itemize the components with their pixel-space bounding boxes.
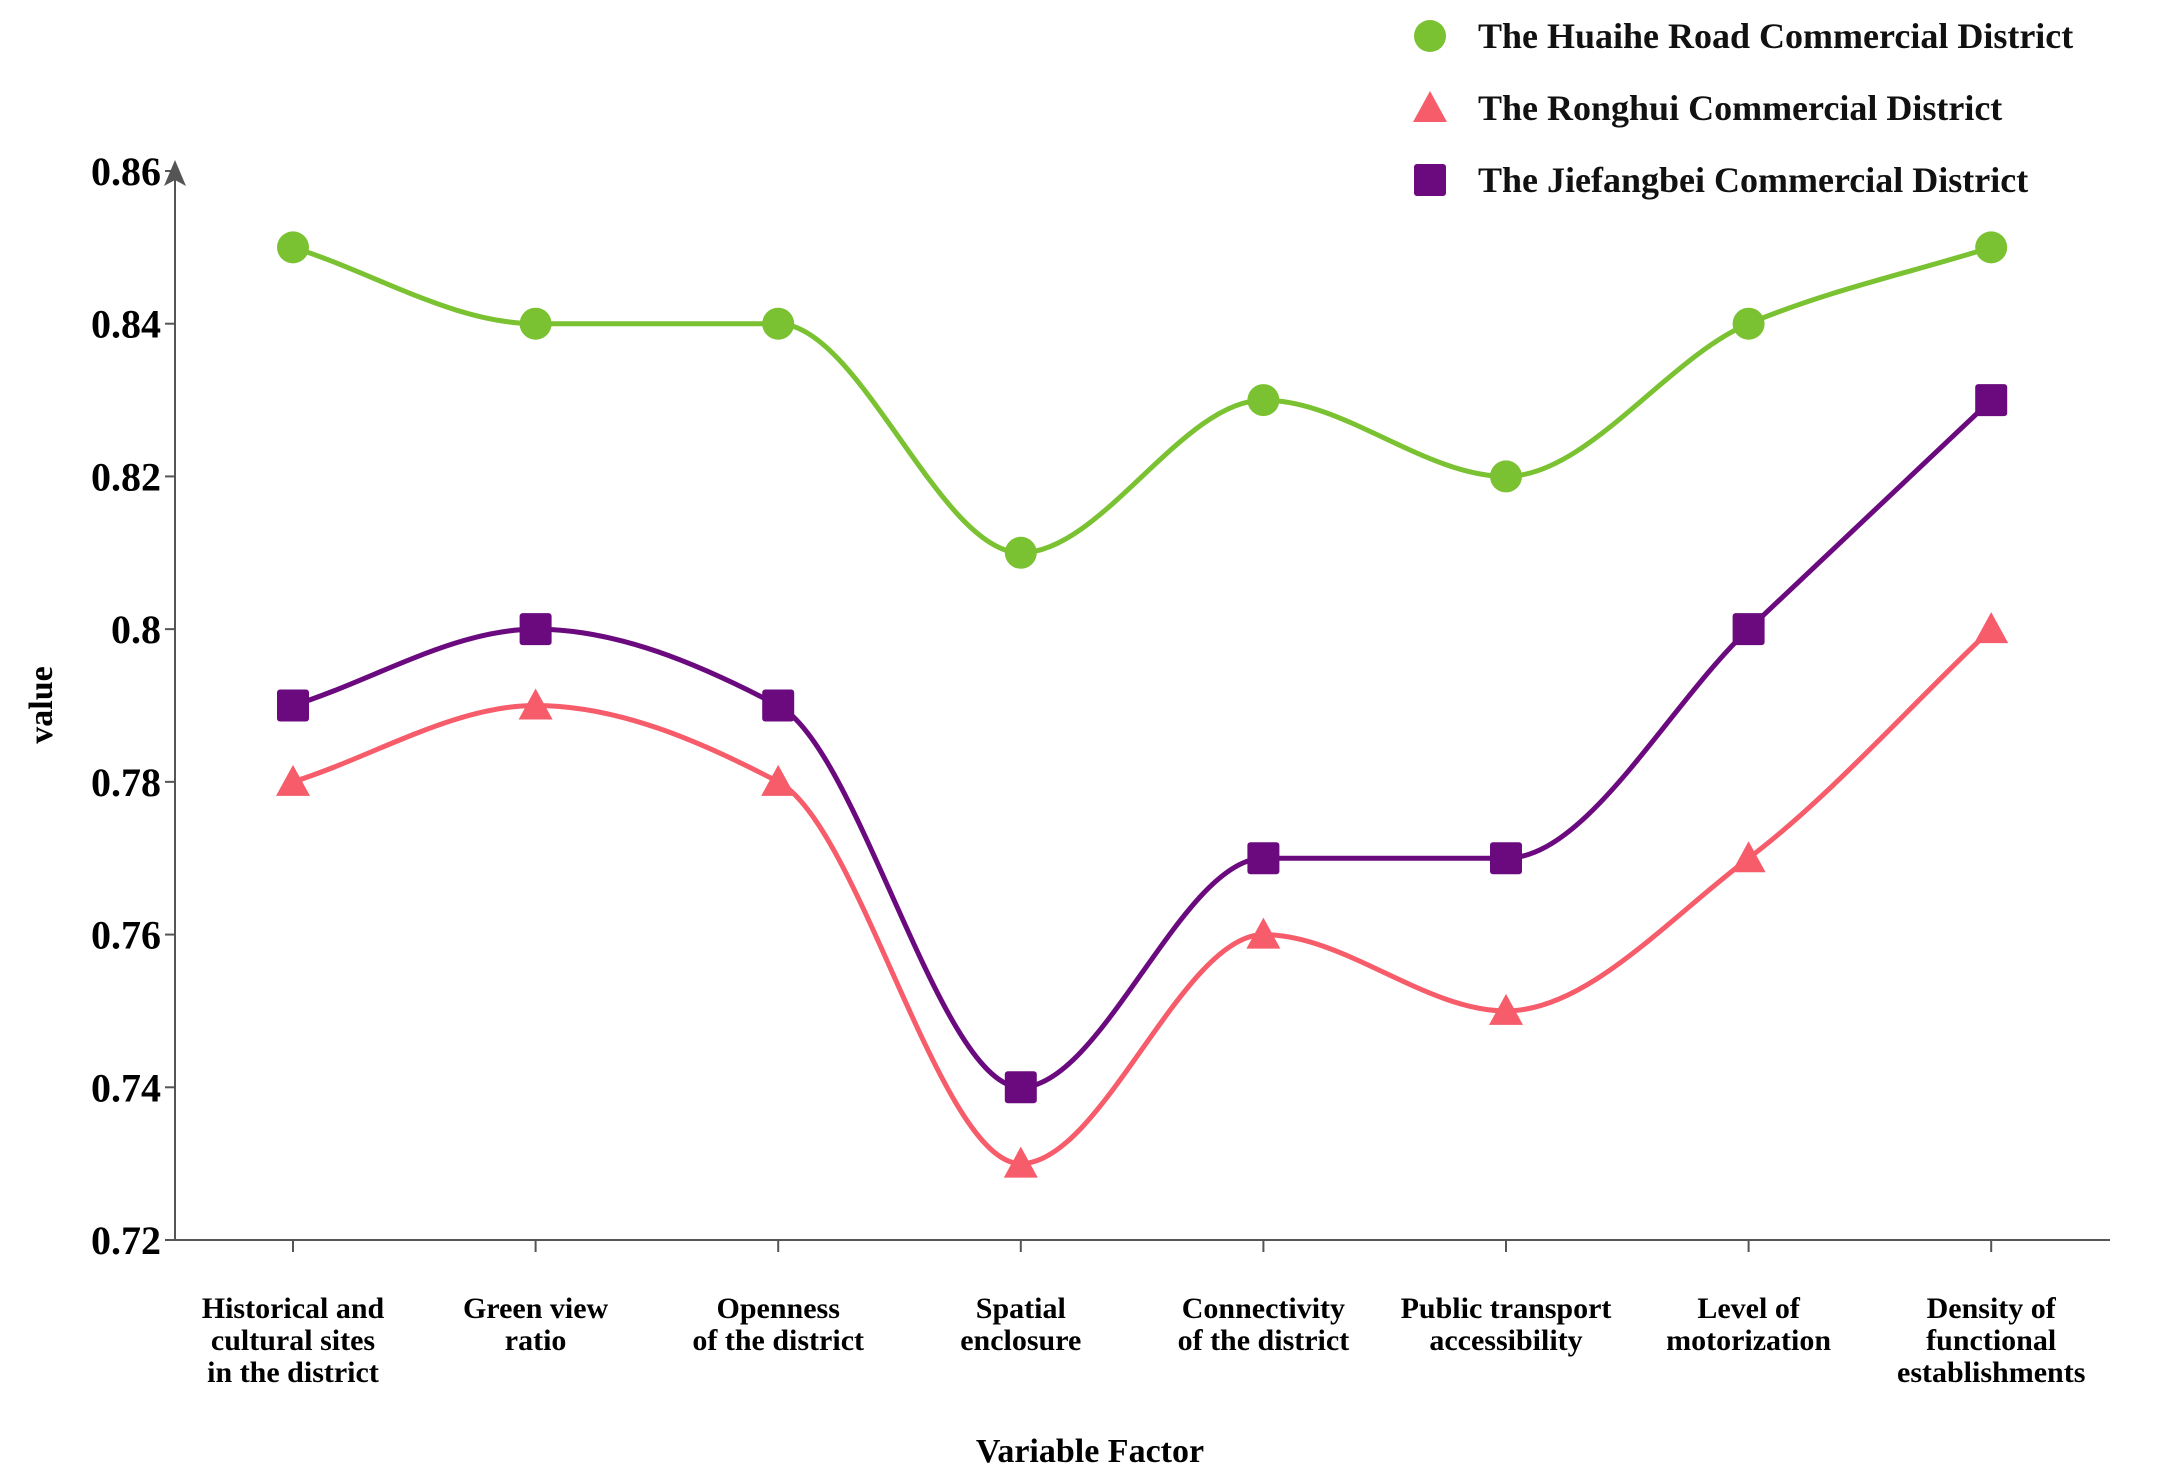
legend-marker-square <box>1414 164 1446 196</box>
x-tick-label: Level of motorization <box>1666 1292 1831 1357</box>
y-tick-label: 0.74 <box>91 1065 161 1110</box>
data-point-triangle <box>518 688 553 720</box>
data-point-triangle <box>1003 1146 1038 1178</box>
x-tick-label: Connectivity of the district <box>1178 1292 1350 1357</box>
y-tick-label: 0.8 <box>111 607 161 652</box>
legend-marker-circle <box>1414 20 1446 52</box>
data-point-square <box>1975 384 2008 417</box>
axes <box>164 160 2110 1241</box>
data-point-square <box>1490 842 1522 875</box>
y-tick-label: 0.78 <box>91 760 161 805</box>
series-line <box>292 244 1992 556</box>
data-point-circle <box>762 307 795 340</box>
y-tick-label: 0.86 <box>91 149 161 194</box>
data-point-circle <box>1975 231 2008 264</box>
x-tick-label: Green view ratio <box>463 1292 609 1357</box>
legend-label: The Ronghui Commercial District <box>1478 88 2002 128</box>
y-tick-label: 0.82 <box>91 454 161 499</box>
data-point-triangle <box>1489 993 1523 1025</box>
data-point-square <box>1247 842 1280 875</box>
data-point-triangle <box>1246 917 1281 949</box>
x-tick-label: Openness of the district <box>692 1292 864 1357</box>
x-axis-title: Variable Factor <box>976 1433 1204 1470</box>
data-point-circle <box>277 231 309 264</box>
legend-label: The Huaihe Road Commercial District <box>1478 16 2073 56</box>
x-tick-label: Spatial enclosure <box>960 1292 1081 1357</box>
legend-label: The Jiefangbei Commercial District <box>1478 160 2028 200</box>
y-axis-arrow-icon <box>164 160 186 186</box>
series-circle <box>277 231 2008 569</box>
y-tick-label: 0.76 <box>91 913 161 958</box>
legend-marker-triangle <box>1413 91 1447 122</box>
data-point-triangle <box>276 764 310 796</box>
data-point-square <box>277 689 309 722</box>
data-point-triangle <box>1974 612 2009 644</box>
data-point-circle <box>1004 536 1037 569</box>
series-triangle <box>276 612 2009 1178</box>
data-point-square <box>1004 1071 1037 1104</box>
y-ticks: 0.72 0.74 0.76 0.78 0.8 0.82 0.84 0.86 <box>91 149 175 1263</box>
series-layer <box>276 231 2009 1178</box>
y-tick-label: 0.72 <box>91 1218 161 1263</box>
y-axis-title: value <box>23 666 60 743</box>
series-line <box>292 627 1993 1167</box>
series-square <box>277 384 2008 1104</box>
data-point-circle <box>1247 384 1280 417</box>
data-point-circle <box>519 307 552 340</box>
data-point-triangle <box>1731 841 1766 873</box>
data-point-square <box>762 689 795 722</box>
x-tick-label: Density of functional establishments <box>1897 1292 2085 1389</box>
x-tick-label: Public transport accessibility <box>1401 1292 1612 1357</box>
data-point-triangle <box>761 764 796 796</box>
x-tick-label: Historical and cultural sites in the distr… <box>202 1292 385 1389</box>
data-point-square <box>519 613 552 646</box>
x-category-labels: Historical and cultural sites in the distr… <box>202 1240 2085 1389</box>
y-tick-label: 0.84 <box>91 302 161 347</box>
data-point-circle <box>1490 460 1522 493</box>
series-line <box>292 398 1993 1090</box>
data-point-square <box>1732 613 1765 646</box>
data-point-circle <box>1732 307 1765 340</box>
legend: The Huaihe Road Commercial District The R… <box>1413 16 2073 200</box>
